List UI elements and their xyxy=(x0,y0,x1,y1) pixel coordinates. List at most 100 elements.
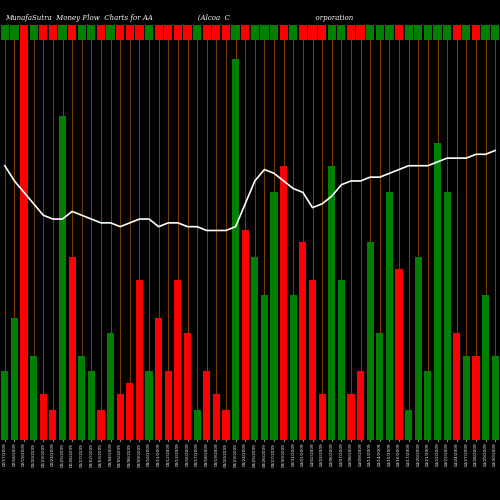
Bar xyxy=(222,410,230,440)
Bar xyxy=(97,25,105,40)
Bar xyxy=(338,25,345,40)
Bar xyxy=(241,25,250,40)
Bar xyxy=(452,25,461,40)
Bar xyxy=(482,25,490,40)
Bar xyxy=(482,295,489,440)
Bar xyxy=(376,334,384,440)
Bar xyxy=(309,280,316,440)
Bar xyxy=(472,25,480,40)
Bar xyxy=(88,372,95,440)
Bar xyxy=(232,59,239,440)
Bar xyxy=(30,356,38,440)
Bar xyxy=(366,242,374,440)
Bar xyxy=(348,394,354,440)
Bar xyxy=(251,257,258,440)
Bar xyxy=(260,25,268,40)
Bar xyxy=(366,25,374,40)
Bar xyxy=(376,25,384,40)
Bar xyxy=(154,25,162,40)
Bar xyxy=(472,356,480,440)
Bar xyxy=(174,280,182,440)
Bar xyxy=(126,383,134,440)
Bar xyxy=(414,257,422,440)
Bar xyxy=(328,25,336,40)
Bar xyxy=(68,257,75,440)
Bar xyxy=(146,372,152,440)
Bar xyxy=(318,25,326,40)
Bar xyxy=(11,318,18,440)
Bar xyxy=(136,25,143,40)
Bar xyxy=(308,25,316,40)
Bar xyxy=(462,356,470,440)
Bar xyxy=(88,25,96,40)
Bar xyxy=(184,334,191,440)
Bar xyxy=(328,166,336,440)
Bar xyxy=(50,410,56,440)
Bar xyxy=(347,25,355,40)
Bar xyxy=(261,295,268,440)
Bar xyxy=(78,356,86,440)
Bar xyxy=(434,25,442,40)
Bar xyxy=(49,25,57,40)
Bar xyxy=(184,25,192,40)
Bar xyxy=(59,116,66,440)
Bar xyxy=(242,230,249,440)
Bar xyxy=(222,25,230,40)
Bar xyxy=(424,25,432,40)
Bar xyxy=(396,268,402,440)
Bar xyxy=(193,25,201,40)
Bar xyxy=(289,25,298,40)
Bar xyxy=(1,372,8,440)
Bar xyxy=(386,25,394,40)
Bar xyxy=(318,394,326,440)
Bar xyxy=(491,25,500,40)
Bar xyxy=(280,166,287,440)
Bar xyxy=(395,25,403,40)
Bar xyxy=(492,356,499,440)
Bar xyxy=(68,25,76,40)
Text: MunafaSutra  Money Flow  Charts for AA                    (Alcoa  C             : MunafaSutra Money Flow Charts for AA (Al… xyxy=(5,14,353,22)
Bar xyxy=(116,25,124,40)
Bar xyxy=(212,394,220,440)
Bar xyxy=(300,242,306,440)
Bar xyxy=(386,192,393,440)
Bar xyxy=(30,25,38,40)
Bar xyxy=(270,192,278,440)
Bar xyxy=(212,25,220,40)
Bar xyxy=(453,334,460,440)
Bar xyxy=(164,372,172,440)
Bar xyxy=(443,25,451,40)
Bar xyxy=(290,295,297,440)
Bar xyxy=(58,25,66,40)
Bar xyxy=(299,25,307,40)
Bar xyxy=(20,25,28,40)
Bar xyxy=(404,25,412,40)
Bar xyxy=(174,25,182,40)
Bar xyxy=(338,280,345,440)
Bar xyxy=(203,372,210,440)
Bar xyxy=(0,25,9,40)
Bar xyxy=(444,192,450,440)
Bar xyxy=(78,25,86,40)
Bar xyxy=(356,25,364,40)
Bar xyxy=(98,410,104,440)
Bar xyxy=(164,25,172,40)
Bar xyxy=(155,318,162,440)
Bar xyxy=(39,25,48,40)
Bar xyxy=(40,394,47,440)
Bar xyxy=(126,25,134,40)
Bar xyxy=(270,25,278,40)
Bar xyxy=(106,25,114,40)
Bar xyxy=(357,372,364,440)
Bar xyxy=(462,25,470,40)
Bar xyxy=(202,25,211,40)
Bar xyxy=(10,25,18,40)
Bar xyxy=(250,25,259,40)
Bar xyxy=(145,25,153,40)
Bar xyxy=(405,410,412,440)
Bar xyxy=(107,334,114,440)
Bar xyxy=(232,25,239,40)
Bar xyxy=(424,372,432,440)
Bar xyxy=(194,410,200,440)
Bar xyxy=(116,394,124,440)
